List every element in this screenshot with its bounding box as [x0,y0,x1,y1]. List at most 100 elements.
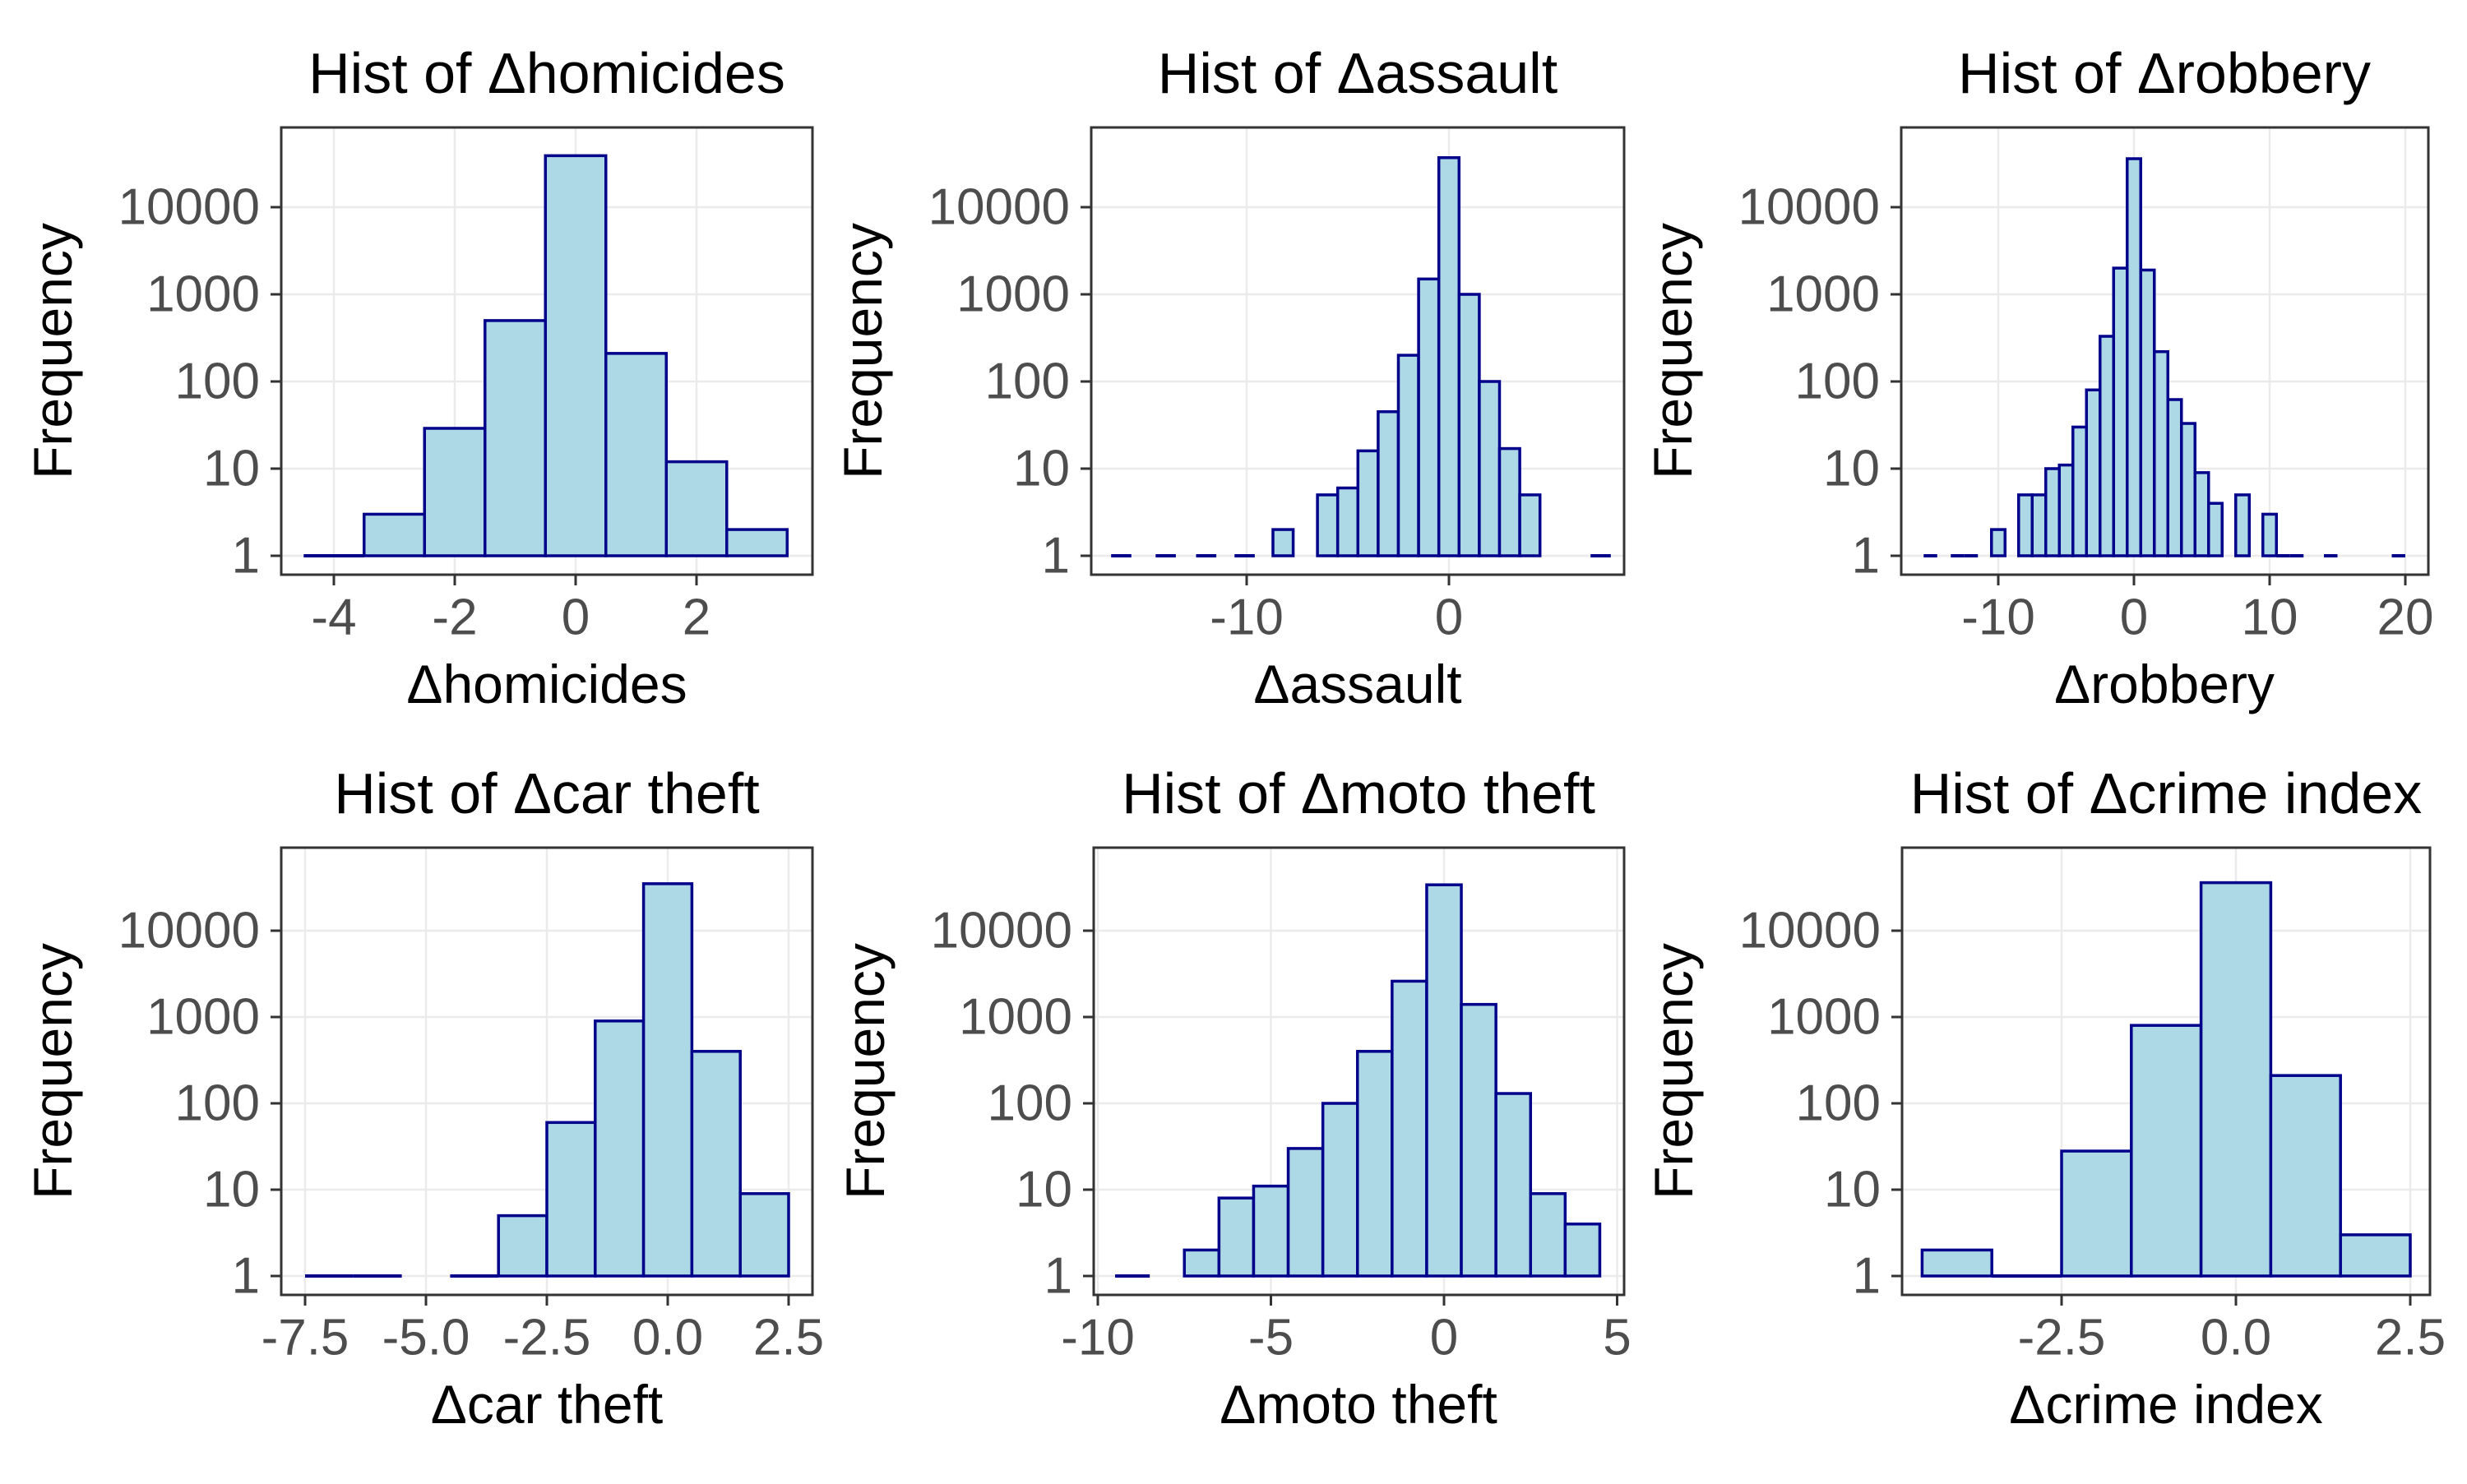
histogram-bar [1497,446,1521,557]
histogram-bar [484,319,547,557]
histogram-bar [2099,335,2115,557]
y-tick-label: 10000 [1739,903,1881,959]
histogram-bar [2180,422,2196,557]
y-tick-label: 10 [203,441,260,497]
x-tick-label: -5.0 [382,1310,470,1366]
panel-robbery-xlabel: Δrobbery [2054,654,2275,714]
panel-cartheft-xlabel: Δcar theft [431,1374,664,1435]
y-tick-label: 10000 [1738,179,1880,236]
x-tick-label: -10 [1061,1310,1135,1366]
histogram-bar [2261,512,2278,557]
histogram-panel: 1 10 100 1000 10000 -2.5 0.0 2.5 [1739,846,2446,1366]
histogram-bar [1563,1223,1602,1278]
histogram-bar [641,882,694,1278]
y-tick-label: 100 [985,354,1070,410]
histogram-bar [664,460,729,557]
y-tick-label: 1000 [956,266,1070,323]
x-tick-label: -2.5 [2018,1310,2106,1366]
y-tick-label: 100 [988,1075,1072,1132]
histogram-bar [2112,266,2129,557]
panel-crimeindex-xlabel: Δcrime index [2009,1374,2323,1435]
panel-border [1092,846,1626,1297]
panel-mototheft-xlabel: Δmoto theft [1220,1374,1497,1435]
histogram-panel: 1 10 100 1000 10000 -10 0 10 20 [1738,126,2434,646]
panel-assault-xlabel: Δassault [1253,654,1461,714]
histogram-bar [1252,1184,1290,1278]
y-tick-label: 100 [1795,354,1880,410]
y-tick-label: 10 [1823,441,1880,497]
y-tick-label: 1000 [959,989,1072,1046]
histogram-bar [1457,293,1481,557]
y-tick-label: 100 [175,1075,260,1132]
histogram-bar [2339,1233,2412,1278]
y-tick-label: 1 [1853,1248,1881,1305]
x-tick-label: -7.5 [262,1310,349,1366]
histogram-bar [1529,1192,1567,1278]
histogram-bar [738,1192,790,1278]
histogram-bar [2030,493,2048,557]
y-tick-label: 1 [1852,528,1880,585]
x-tick-label: 10 [2242,589,2298,646]
histogram-bar [2269,1074,2342,1278]
histogram-bar [423,427,487,557]
y-tick-label: 100 [1796,1075,1881,1132]
y-tick-label: 10000 [118,903,260,959]
histogram-bar [1286,1147,1325,1278]
panel-robbery-ylabel: Frequency [1642,223,1703,479]
panel-assault-ylabel: Frequency [832,223,893,479]
y-tick-label: 10 [1016,1162,1072,1218]
panel-cartheft-ylabel: Frequency [22,943,83,1200]
y-tick-label: 10000 [928,179,1070,236]
histogram-bar [1271,528,1295,557]
histogram-bar [1460,1002,1497,1278]
x-tick-label: -10 [1961,589,2035,646]
histogram-bar [2199,881,2273,1278]
histogram-bar [1478,380,1502,557]
panel-homicides-ylabel: Frequency [22,223,83,479]
histogram-panel: 1 10 100 1000 10000 -10 0 [928,126,1626,646]
panel-robbery-title: Hist of Δrobbery [1958,41,2371,105]
x-tick-label: -2.5 [503,1310,591,1366]
histogram-bar [545,1121,597,1278]
y-tick-label: 1 [232,1248,260,1305]
histogram-bar [1217,1196,1256,1278]
x-tick-label: -2 [432,589,477,646]
y-tick-label: 1 [1044,1248,1072,1305]
histogram-bar [2085,388,2102,557]
x-tick-label: -10 [1210,589,1284,646]
panel-mototheft-title: Hist of Δmoto theft [1122,761,1595,825]
histogram-bar [2153,349,2169,557]
histogram-bar [1356,1050,1394,1278]
y-tick-label: 1 [232,528,260,585]
y-tick-label: 1000 [1766,266,1880,323]
x-tick-label: 0 [562,589,590,646]
histogram-bar [2139,268,2156,557]
histogram-bar [1377,410,1400,557]
panel-homicides-title: Hist of Δhomicides [308,41,785,105]
panel-crimeindex-ylabel: Frequency [1643,943,1704,1200]
histogram-bar [2166,398,2183,557]
x-tick-label: 20 [2377,589,2434,646]
x-tick-label: -5 [1248,1310,1294,1366]
histogram-bar [2207,502,2224,557]
x-tick-label: -4 [311,589,356,646]
panel-crimeindex-title: Hist of Δcrime index [1910,761,2422,825]
panel-assault-title: Hist of Δassault [1158,41,1557,105]
histogram-bar [690,1050,742,1278]
y-tick-label: 10 [1824,1162,1881,1218]
histogram-panel: 1 10 100 1000 10000 -10 -5 0 5 [931,846,1632,1366]
histogram-bar [2060,1149,2133,1278]
y-tick-label: 10000 [931,903,1072,959]
histogram-bar [363,512,426,557]
histogram-bar [2071,425,2088,557]
histogram-bar [2044,467,2061,557]
y-tick-label: 1000 [1767,989,1881,1046]
histogram-bar [604,352,668,557]
x-tick-label: 0.0 [2201,1310,2271,1366]
histogram-bar [1518,493,1542,557]
histogram-bar [725,528,789,557]
histogram-bar [1396,354,1420,557]
histogram-bar [1990,528,2006,557]
histogram-bar [1335,486,1360,557]
